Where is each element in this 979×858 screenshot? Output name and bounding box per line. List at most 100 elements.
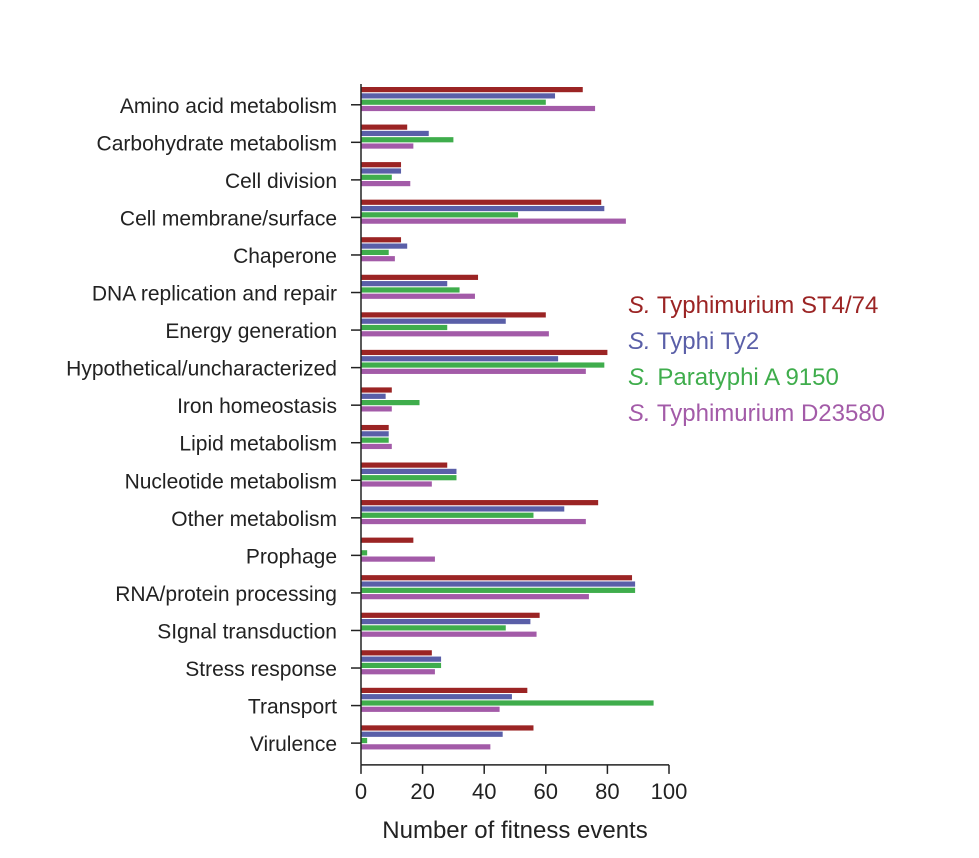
bar (361, 587, 636, 593)
bar (361, 669, 435, 675)
bar (361, 694, 512, 700)
bar (361, 318, 506, 324)
bar (361, 205, 605, 212)
bar (361, 662, 442, 669)
bar (361, 594, 589, 600)
category-label: Cell division (225, 170, 337, 193)
bar (361, 443, 392, 450)
category-label: Other metabolism (171, 508, 337, 531)
bar (361, 700, 654, 706)
bar (361, 237, 402, 243)
bar (361, 368, 586, 374)
bar (361, 512, 534, 518)
legend: S. Typhimurium ST4/74 S. Typhi Ty2 S. Pa… (628, 288, 885, 432)
bar (361, 212, 519, 218)
bars-group (361, 87, 654, 750)
bar (361, 137, 454, 143)
bar (361, 400, 420, 406)
bar (361, 256, 395, 262)
bar (361, 293, 475, 299)
bar (361, 174, 392, 180)
category-label: Iron homeostasis (177, 395, 337, 418)
bar (361, 744, 491, 750)
bar (361, 274, 479, 280)
bar (361, 500, 599, 506)
bar (361, 437, 389, 443)
category-label: Prophage (246, 545, 337, 568)
category-label: Nucleotide metabolism (125, 470, 337, 493)
bar (361, 168, 402, 174)
bar (361, 124, 408, 130)
category-label: Virulence (250, 733, 337, 756)
bar (361, 537, 414, 543)
bar (361, 725, 534, 731)
legend-label: Paratyphi A 9150 (657, 364, 839, 391)
category-label: Carbohydrate metabolism (97, 132, 337, 155)
legend-item-st474: S. Typhimurium ST4/74 (628, 288, 885, 324)
bar (361, 506, 565, 512)
bar (361, 612, 540, 618)
bar (361, 518, 586, 525)
bar (361, 99, 546, 105)
bar (361, 737, 368, 744)
legend-label: Typhi Ty2 (656, 328, 760, 355)
x-axis: 0 20 40 60 80 100 (355, 764, 688, 804)
bar (361, 356, 559, 362)
legend-label: Typhimurium D23580 (656, 400, 886, 427)
bar (361, 331, 549, 337)
x-tick-label: 20 (410, 779, 434, 804)
category-label: Transport (248, 696, 337, 719)
bar (361, 424, 389, 431)
bar (361, 575, 633, 581)
category-label: Stress response (185, 658, 337, 681)
legend-item-9150: S. Paratyphi A 9150 (628, 360, 885, 396)
bar (361, 249, 389, 255)
category-label: Lipid metabolism (179, 433, 337, 456)
legend-genus: S. (628, 400, 651, 427)
bar (361, 349, 608, 356)
bar (361, 362, 605, 368)
bar (361, 281, 448, 287)
bar (361, 143, 414, 149)
bar (361, 462, 448, 468)
legend-item-ty2: S. Typhi Ty2 (628, 324, 885, 360)
bar (361, 625, 506, 631)
bar (361, 406, 392, 412)
bar (361, 181, 411, 187)
legend-label: Typhimurium ST4/74 (656, 292, 879, 319)
bar (361, 324, 448, 331)
bar (361, 162, 402, 168)
x-axis-title: Number of fitness events (382, 817, 647, 844)
bar (361, 130, 429, 137)
category-label: SIgnal transduction (157, 620, 337, 643)
bar (361, 556, 435, 562)
category-label: Hypothetical/uncharacterized (66, 358, 337, 381)
bar (361, 218, 626, 224)
bar (361, 631, 537, 637)
y-axis: Amino acid metabolism Carbohydrate metabo… (66, 84, 362, 765)
bar (361, 105, 596, 112)
bar (361, 287, 460, 293)
bar (361, 243, 408, 249)
category-label: Energy generation (165, 320, 337, 343)
bar (361, 550, 368, 556)
category-label: DNA replication and repair (92, 283, 337, 306)
x-tick-label: 0 (355, 779, 367, 804)
bar (361, 475, 457, 481)
bar (361, 87, 583, 93)
legend-genus: S. (628, 328, 651, 355)
bar (361, 431, 389, 437)
bar (361, 481, 432, 487)
bar (361, 650, 432, 656)
x-tick-label: 80 (595, 779, 619, 804)
bar (361, 199, 602, 205)
x-tick-label: 100 (651, 779, 688, 804)
bar (361, 312, 546, 318)
category-label: Chaperone (233, 245, 337, 268)
bar (361, 706, 500, 712)
bar (361, 619, 531, 625)
bar (361, 731, 503, 737)
category-label: RNA/protein processing (115, 583, 337, 606)
category-label: Cell membrane/surface (120, 207, 337, 230)
